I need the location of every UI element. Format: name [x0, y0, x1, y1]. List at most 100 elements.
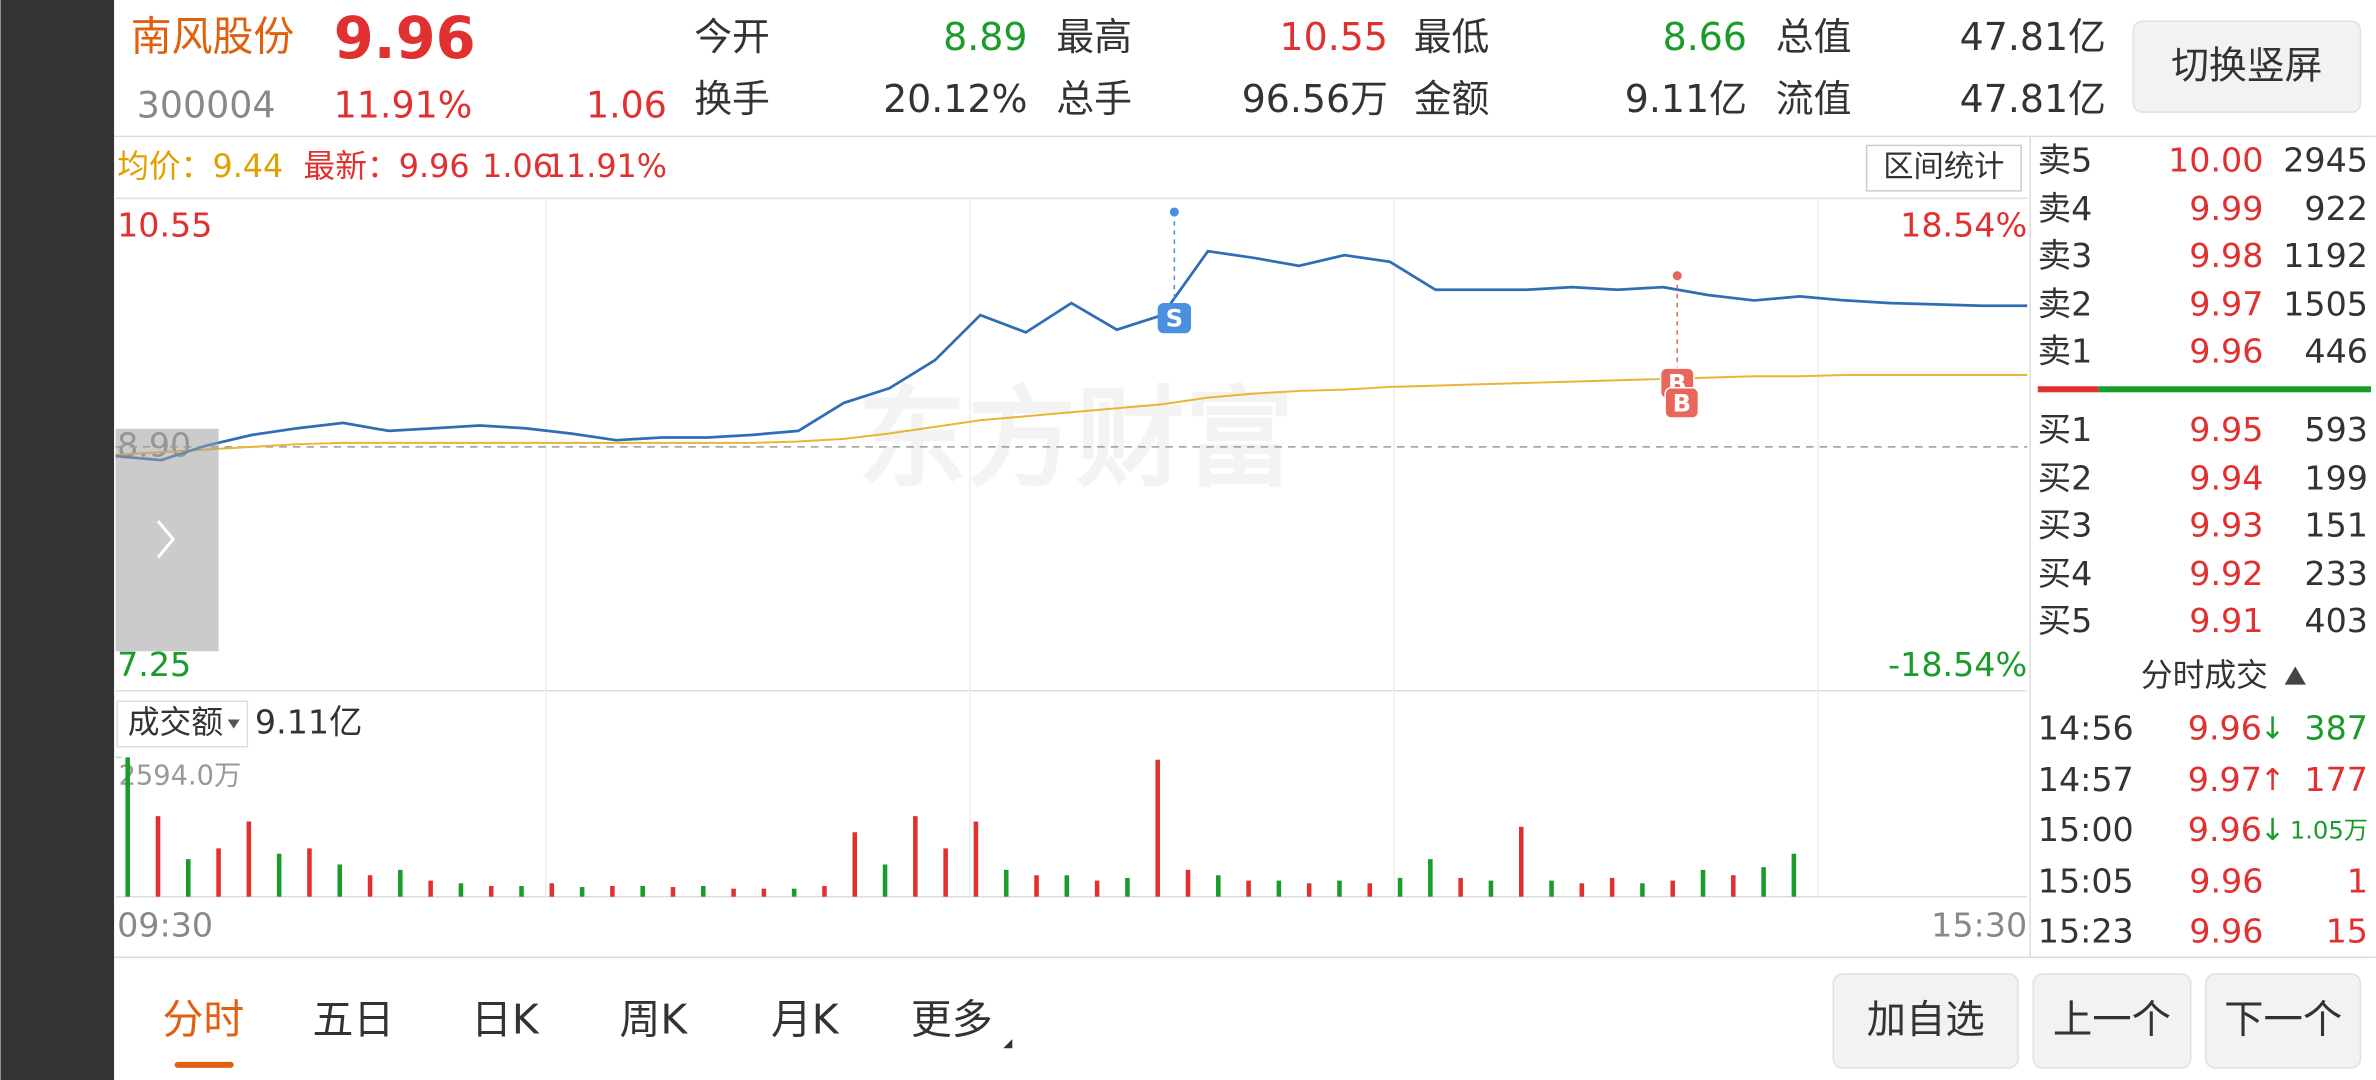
button[interactable]	[2205, 973, 2362, 1069]
trade-arrow: ↑	[2260, 763, 2285, 798]
volume-bar	[1185, 869, 1191, 897]
stock-price: 9.96	[334, 5, 476, 72]
trade-price: 9.97	[2188, 760, 2262, 799]
volume-bar	[1216, 875, 1221, 897]
tab[interactable]: 日K	[471, 995, 540, 1043]
volume-bar	[640, 885, 645, 897]
rotate-button[interactable]	[2132, 20, 2362, 113]
stat-label: 流值	[1776, 77, 1852, 121]
book-price: 9.99	[2189, 189, 2263, 228]
stock-code: 300004	[137, 84, 276, 127]
volume-bar	[1579, 883, 1585, 897]
volume-bar	[913, 816, 918, 897]
volume-bar	[1518, 826, 1524, 897]
volume-bar	[610, 885, 615, 897]
volume-bar	[428, 880, 433, 897]
latest-label: 最新：9.96	[303, 148, 469, 185]
volume-bar	[186, 859, 191, 897]
trade-volume: 387	[2304, 709, 2368, 748]
marker-box	[1157, 302, 1192, 334]
change-pct: 11.91%	[334, 84, 473, 127]
stat-value: 10.55	[1280, 15, 1388, 59]
avg-line	[115, 373, 2028, 456]
rotate-button-label: 切换竖屏	[2171, 44, 2322, 88]
tab[interactable]: 更多	[911, 995, 993, 1043]
stat-label: 今开	[694, 15, 770, 59]
stat-value: 96.56万	[1242, 77, 1388, 121]
book-price: 10.00	[2168, 141, 2263, 180]
book-volume: 199	[2304, 459, 2368, 498]
button[interactable]	[1832, 973, 2019, 1069]
y2-tick-label: 18.54%	[1900, 206, 2027, 245]
book-price: 9.96	[2189, 331, 2263, 370]
expand-arrow	[156, 520, 176, 559]
stat-label: 总值	[1776, 15, 1852, 59]
volume-bar	[701, 885, 706, 897]
book-price: 9.95	[2189, 410, 2263, 449]
volume-bar	[246, 821, 252, 897]
trade-price: 9.96	[2188, 709, 2262, 748]
marker-dot	[1672, 271, 1682, 281]
price-line	[115, 249, 2028, 462]
trade-time: 15:00	[2038, 810, 2134, 849]
tab[interactable]: 月K	[771, 995, 840, 1043]
trade-volume: 1	[2347, 862, 2368, 901]
volume-bar	[1064, 875, 1070, 897]
range-button[interactable]	[1865, 144, 2022, 192]
volume-bar	[1549, 880, 1554, 897]
stock-name: 南风股份	[131, 12, 294, 60]
button[interactable]	[2032, 973, 2192, 1069]
trades-title: 分时成交	[2141, 657, 2268, 694]
tab[interactable]: 五日	[313, 995, 395, 1043]
y-tick-label: 7.25	[117, 645, 191, 684]
button-label[interactable]: 加自选	[1867, 997, 1985, 1043]
book-label: 卖3	[2038, 236, 2093, 275]
volume-bar	[216, 848, 221, 897]
bid-bar	[2098, 386, 2372, 393]
volume-bar	[1003, 869, 1009, 897]
trade-time: 15:05	[2038, 862, 2134, 901]
volume-bar	[1125, 877, 1130, 897]
volume-bar	[1458, 877, 1463, 897]
button-label[interactable]: 下一个	[2224, 997, 2342, 1043]
x-tick-label: 15:30	[1931, 906, 2027, 945]
book-label: 买3	[2038, 506, 2093, 545]
tab[interactable]: 周K	[619, 995, 688, 1043]
book-label: 买2	[2038, 459, 2093, 498]
button-label[interactable]: 上一个	[2053, 997, 2171, 1043]
sort-icon	[2284, 666, 2306, 685]
book-volume: 593	[2304, 410, 2368, 449]
avg-label: 均价：9.44	[117, 148, 283, 185]
book-price: 9.92	[2189, 554, 2263, 593]
tab[interactable]: 分时	[163, 995, 245, 1043]
book-label: 卖1	[2038, 331, 2093, 370]
volume-bar	[276, 853, 282, 897]
volume-bar	[882, 864, 888, 897]
volume-bar	[1700, 869, 1706, 897]
volume-bar	[943, 848, 948, 897]
volume-label: 成交额	[128, 704, 223, 741]
trade-price: 9.96	[2188, 810, 2262, 849]
expand-handle[interactable]	[115, 428, 219, 652]
book-label: 卖4	[2038, 189, 2093, 228]
volume-bar	[1640, 883, 1645, 897]
book-label: 买5	[2038, 601, 2093, 640]
stat-value: 8.66	[1663, 15, 1747, 59]
volume-total: 9.11亿	[255, 703, 363, 742]
volume-bar	[519, 885, 524, 897]
volume-bar	[973, 821, 979, 897]
latest-pct: 11.91%	[546, 148, 667, 185]
volume-bar	[1367, 883, 1373, 897]
stat-value: 47.81亿	[1960, 15, 2106, 59]
volume-dropdown[interactable]	[116, 700, 249, 748]
volume-bar	[1670, 880, 1675, 897]
volume-bar	[1306, 883, 1312, 897]
latest-change: 1.06	[482, 148, 553, 185]
volume-bar	[307, 848, 312, 897]
book-price: 9.94	[2189, 459, 2263, 498]
volume-bar	[125, 757, 130, 897]
trade-time: 14:56	[2038, 709, 2134, 748]
volume-bar	[488, 885, 494, 897]
